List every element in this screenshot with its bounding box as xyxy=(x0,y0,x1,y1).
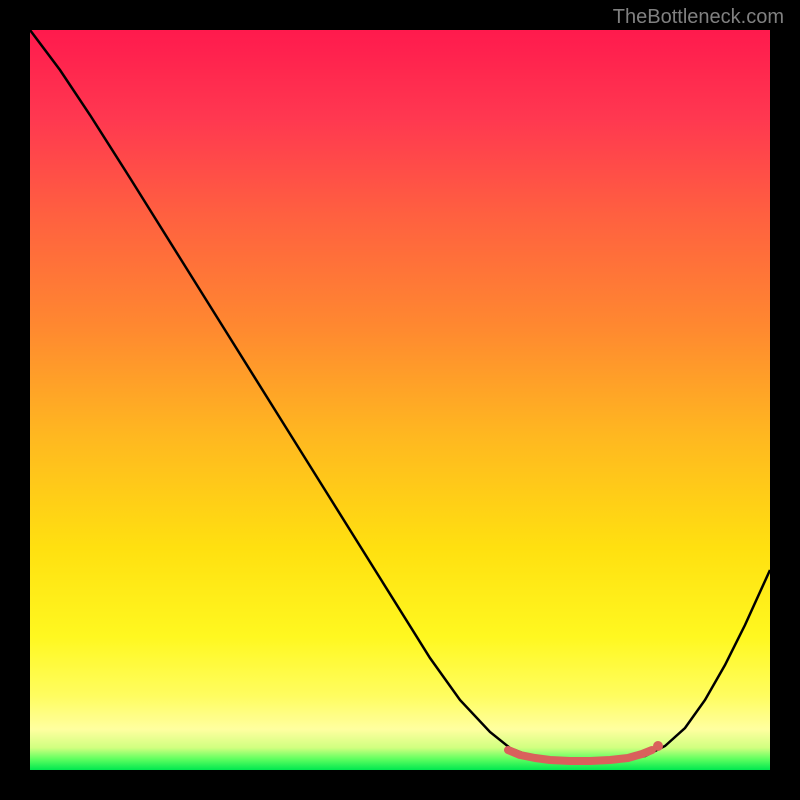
curve-layer xyxy=(30,30,770,770)
bottleneck-curve xyxy=(30,30,770,762)
chart-area xyxy=(30,30,770,770)
highlight-segment xyxy=(508,750,652,761)
watermark-text: TheBottleneck.com xyxy=(613,6,784,29)
highlight-end-dot xyxy=(653,741,663,751)
